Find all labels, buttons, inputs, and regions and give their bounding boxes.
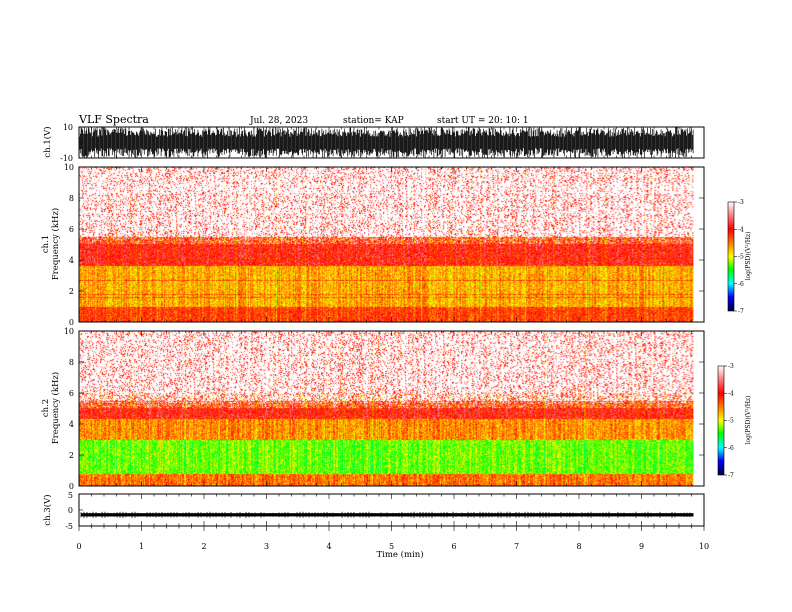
colorbar-tick-label: -7 — [738, 308, 744, 315]
y-tick-label: 2 — [69, 451, 74, 460]
ch2-spectrogram-ylabel-line1: ch.2 — [41, 399, 51, 417]
ch2-colorbar-label: log(PSD)(V²/Hz) — [745, 396, 752, 445]
ch1-waveform-path — [79, 127, 694, 158]
ch2-spectrogram-yticks: 0 2 4 6 8 10 — [64, 327, 704, 491]
figure-title: VLF Spectra — [78, 113, 149, 126]
ch1-spectrogram-ylabel-line1: ch.1 — [41, 235, 51, 253]
ch1-colorbar — [727, 201, 735, 312]
ch1-waveform-panel: 10 -10 ch.1(V) — [42, 123, 705, 163]
x-axis-label: Time (min) — [376, 549, 423, 560]
ch1-colorbar-ticks: -3 -4 -5 -6 -7 — [734, 199, 744, 315]
header-station: station= KAP — [343, 116, 404, 126]
colorbar-tick-label: -4 — [738, 226, 744, 233]
ch3-ytick-top: 5 — [68, 491, 73, 500]
ch1-spectrogram-ticks — [78, 167, 705, 322]
y-tick-label: 10 — [64, 163, 74, 172]
figure-header: VLF Spectra Jul. 28, 2023 station= KAP s… — [78, 113, 529, 126]
colorbar-tick-label: -3 — [728, 363, 734, 370]
colorbar-tick-label: -4 — [728, 390, 734, 397]
x-tick-label: 5 — [389, 542, 394, 551]
ch3-waveform-path — [80, 511, 694, 518]
colorbar-tick-label: -3 — [738, 199, 744, 206]
y-tick-label: 6 — [69, 225, 74, 234]
ch2-spectrogram-ylabel-line2: Frequency (kHz) — [50, 372, 61, 444]
colorbar-tick-label: -6 — [738, 281, 744, 288]
x-tick-label: 7 — [514, 542, 519, 551]
x-tick-label: 9 — [639, 542, 644, 551]
colorbar-tick-label: -7 — [728, 472, 734, 479]
colorbar-tick-label: -6 — [728, 445, 734, 452]
ch3-waveform-panel: 5 0 -5 ch.3(V) — [42, 491, 705, 531]
ch1-spectrogram-yticks: 0 2 4 6 8 10 — [64, 163, 704, 327]
x-axis-tick-labels: 0 1 2 3 4 5 6 7 8 9 10 — [76, 542, 709, 551]
ch1-ytick-bottom: -10 — [60, 154, 73, 163]
ch1-spectrogram-ylabel-line2: Frequency (kHz) — [50, 208, 61, 280]
x-tick-label: 1 — [139, 542, 144, 551]
x-tick-label: 4 — [326, 542, 331, 551]
y-tick-label: 4 — [69, 420, 74, 429]
ch2-colorbar-ticks: -3 -4 -5 -6 -7 — [724, 363, 734, 479]
y-tick-label: 10 — [64, 327, 74, 336]
y-tick-label: 2 — [69, 287, 74, 296]
x-tick-label: 3 — [264, 542, 269, 551]
ch1-waveform-trace — [79, 127, 694, 158]
ch3-waveform-trace — [80, 511, 694, 518]
ch1-waveform-ylabel: ch.1(V) — [42, 126, 53, 157]
y-tick-label: 6 — [69, 389, 74, 398]
ch2-colorbar — [717, 365, 725, 476]
ch1-colorbar-label: log(PSD)(V²/Hz) — [745, 232, 752, 281]
y-tick-label: 8 — [69, 358, 74, 367]
x-tick-label: 10 — [699, 542, 709, 551]
ch1-waveform-ticks — [78, 126, 705, 159]
y-tick-label: 8 — [69, 194, 74, 203]
y-tick-label: 0 — [69, 482, 74, 491]
colorbar-tick-label: -5 — [728, 418, 734, 425]
ch1-ytick-top: 10 — [63, 123, 73, 132]
x-tick-label: 8 — [576, 542, 581, 551]
colorbar-tick-label: -5 — [738, 254, 744, 261]
ch3-waveform-ticks — [78, 493, 705, 531]
header-start-time: start UT = 20: 10: 1 — [437, 116, 529, 126]
x-tick-label: 6 — [451, 542, 456, 551]
y-tick-label: 0 — [69, 318, 74, 327]
ch3-waveform-ylabel: ch.3(V) — [42, 494, 53, 525]
ch3-ytick-bottom: -5 — [65, 522, 73, 531]
x-tick-label: 0 — [76, 542, 81, 551]
ch2-spectrogram-image — [79, 331, 694, 486]
header-date: Jul. 28, 2023 — [249, 116, 308, 126]
ch2-spectrogram-ticks — [78, 331, 705, 486]
y-tick-label: 4 — [69, 256, 74, 265]
ch1-spectrogram-image — [79, 167, 694, 322]
ch3-ytick-middle: 0 — [68, 506, 73, 515]
x-tick-label: 2 — [201, 542, 206, 551]
